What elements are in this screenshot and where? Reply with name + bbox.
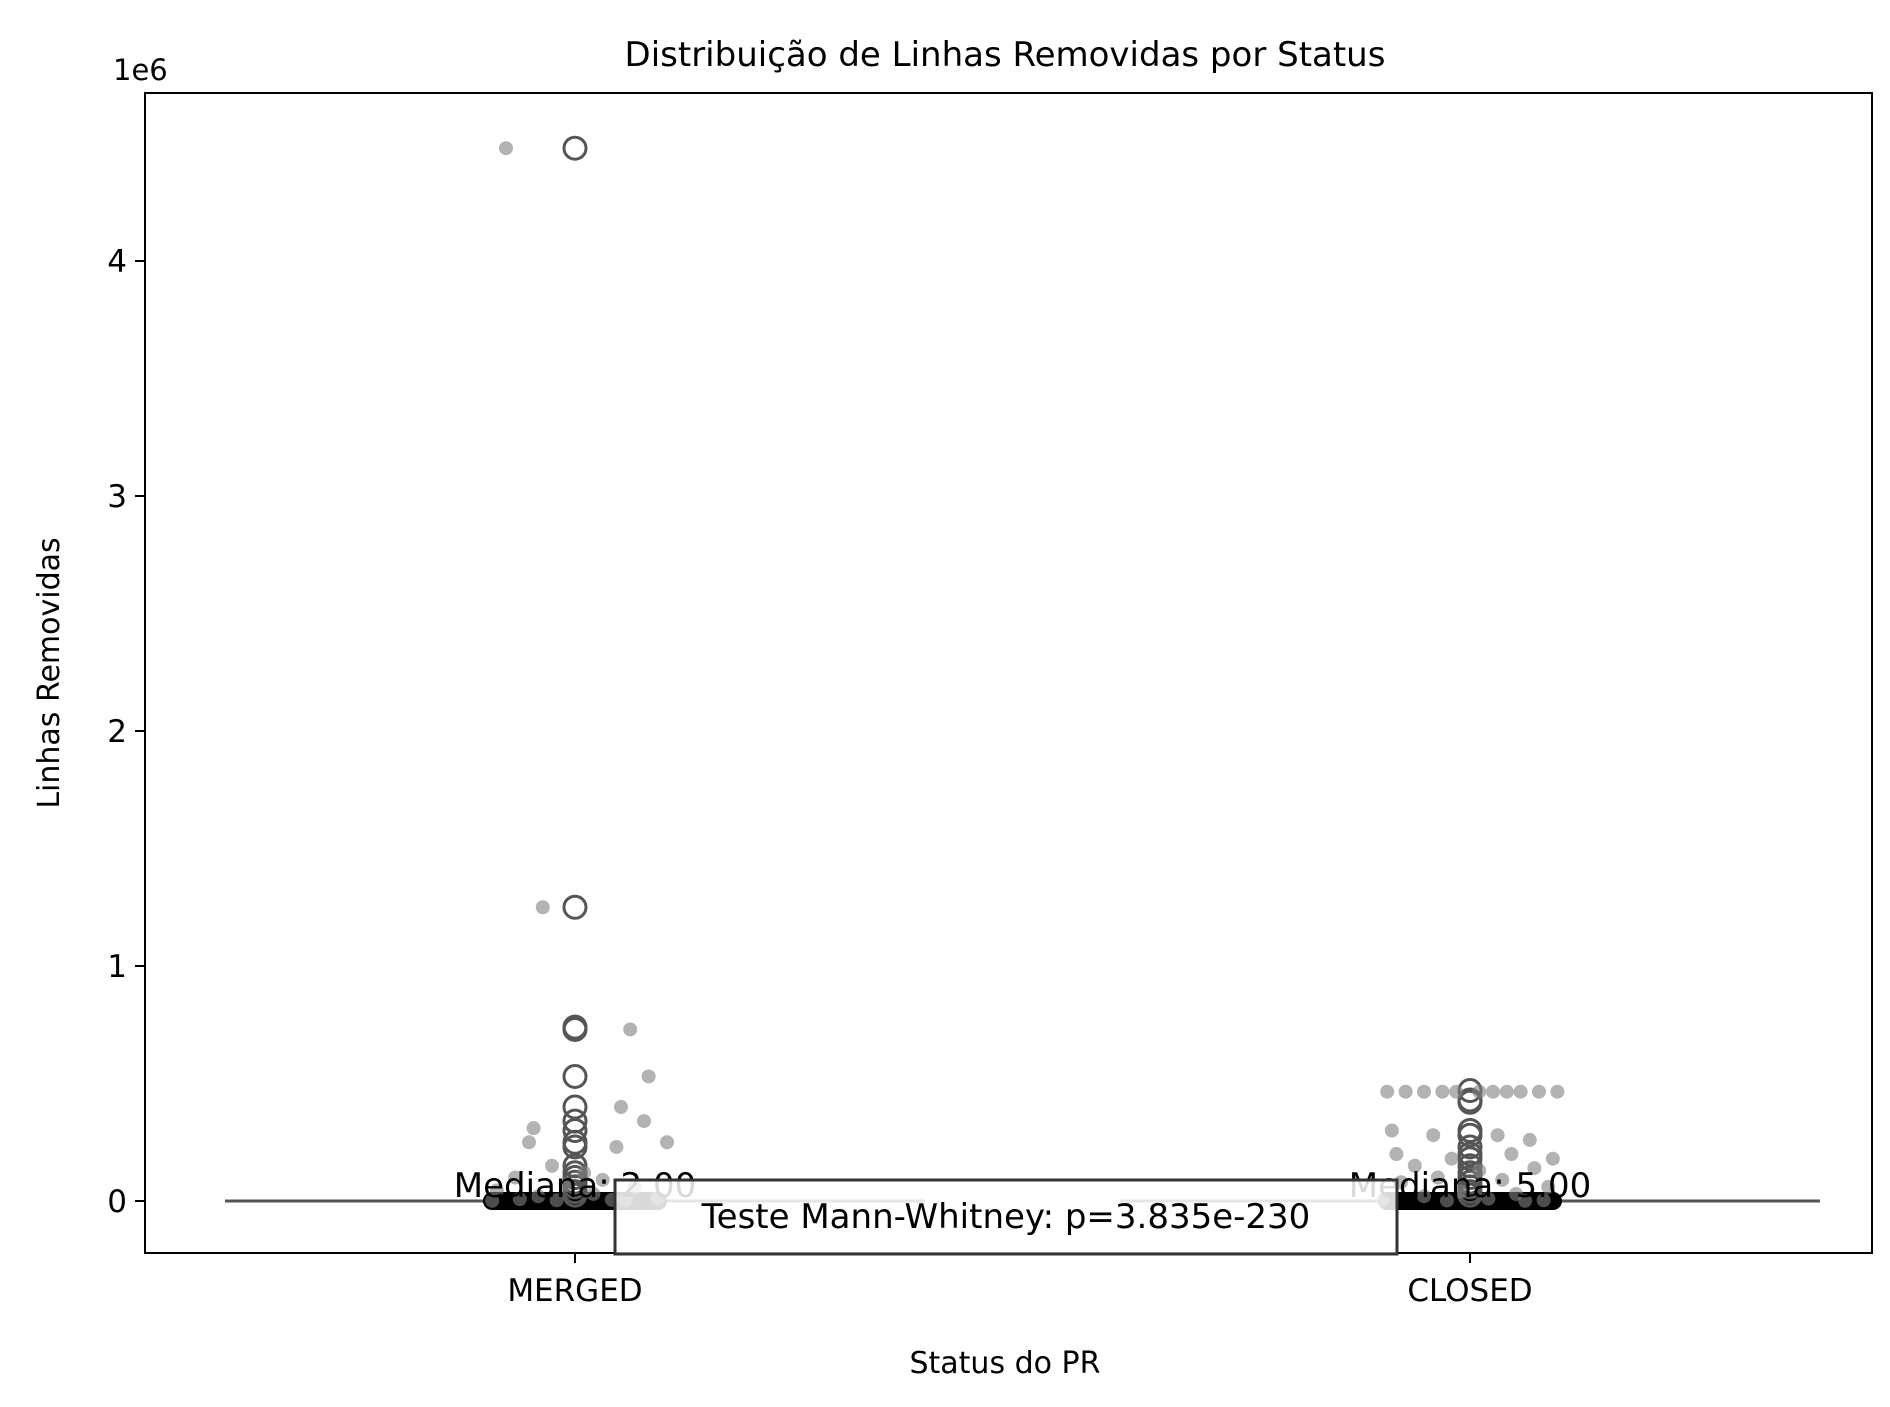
jitter-point	[1389, 1147, 1404, 1161]
jitter-point	[526, 1121, 541, 1136]
jitter-point	[1550, 1084, 1565, 1099]
x-tick-label-merged: MERGED	[507, 1273, 642, 1309]
jitter-point	[660, 1135, 674, 1150]
test-annotation-box	[613, 1178, 1399, 1256]
y-tick-label: 2	[107, 714, 127, 750]
jitter-point	[549, 1193, 564, 1208]
jitter-point	[1481, 1191, 1496, 1206]
jitter-point	[535, 900, 550, 915]
y-tick-label: 0	[107, 1184, 127, 1220]
jitter-point	[1472, 1163, 1487, 1178]
jitter-point	[1440, 1193, 1454, 1208]
jitter-point	[558, 1177, 573, 1192]
outlier-point	[562, 1182, 588, 1208]
jitter-point	[1380, 1084, 1395, 1099]
jitter-point	[623, 1022, 638, 1037]
jitter-point	[1527, 1161, 1542, 1176]
outlier-point	[562, 1134, 588, 1160]
plot-area	[225, 135, 1820, 1210]
jitter-point	[1430, 1170, 1445, 1185]
jitter-point	[614, 1100, 628, 1114]
outlier-point	[562, 135, 588, 161]
x-tick-label-closed: CLOSED	[1407, 1273, 1532, 1309]
jitter-point	[1532, 1084, 1546, 1099]
jitter-point	[1513, 1084, 1528, 1099]
jitter-point	[586, 1186, 601, 1201]
y-axis-scale-label: 1e6	[113, 53, 168, 87]
jitter-point	[1536, 1193, 1551, 1208]
jitter-point	[1426, 1128, 1441, 1143]
test-annotation-text: Teste Mann-Whitney: p=3.835e-230	[701, 1197, 1311, 1237]
jitter-point	[531, 1189, 546, 1204]
jitter-point	[1407, 1158, 1422, 1173]
plot-frame	[144, 92, 1873, 1254]
jitter-point	[609, 1139, 624, 1154]
jitter-point	[1499, 1084, 1514, 1099]
y-axis-label: Linhas Removidas	[32, 537, 67, 808]
jitter-point	[1522, 1132, 1537, 1147]
y-tick-label: 3	[107, 479, 127, 515]
jitter-point	[1504, 1147, 1519, 1161]
outlier-point	[562, 1016, 588, 1042]
jitter-point	[1444, 1151, 1459, 1166]
jitter-point	[508, 1170, 523, 1185]
jitter-point	[1384, 1123, 1399, 1138]
axes: 0 1 2 3 4 MERGED CLOSED	[107, 92, 1873, 1309]
jitter-point	[1435, 1084, 1450, 1099]
chart-title: Distribuição de Linhas Removidas por Sta…	[625, 35, 1386, 75]
jitter-point	[545, 1158, 559, 1173]
jitter-point	[641, 1069, 656, 1084]
jitter-point	[1495, 1172, 1510, 1187]
jitter-point	[577, 1165, 592, 1180]
outlier-point	[562, 1063, 588, 1089]
jitter-point	[1541, 1179, 1556, 1194]
jitter-point	[1518, 1193, 1533, 1208]
jitter-point	[1417, 1189, 1431, 1204]
y-tick-label: 1	[107, 949, 127, 985]
jitter-point	[1449, 1084, 1464, 1099]
jitter-point	[1398, 1084, 1413, 1099]
jitter-point	[637, 1114, 651, 1129]
jitter-point	[1417, 1084, 1431, 1099]
jitter-point	[512, 1192, 527, 1207]
jitter-point	[1486, 1084, 1500, 1099]
jitter-point	[1490, 1128, 1505, 1143]
outlier-point	[1457, 1089, 1483, 1115]
outlier-point	[562, 894, 588, 920]
jitter-point	[1453, 1184, 1468, 1199]
y-tick-label: 4	[107, 244, 127, 280]
outlier-point	[562, 1118, 588, 1143]
outlier-point	[1457, 1134, 1483, 1160]
jitter-point	[522, 1135, 536, 1150]
jitter-point	[485, 1193, 500, 1208]
x-axis-label: Status do PR	[909, 1346, 1100, 1381]
jitter-point	[1472, 1084, 1487, 1099]
jitter-point	[1545, 1151, 1560, 1166]
jitter-point	[595, 1172, 610, 1187]
jitter-point	[499, 141, 513, 156]
